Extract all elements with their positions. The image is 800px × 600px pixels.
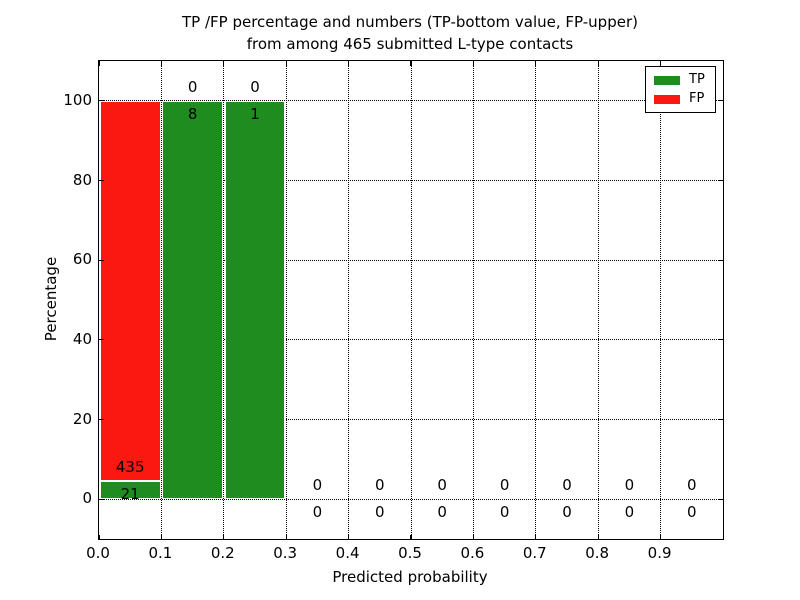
fp-count-label: 435 [115,457,145,476]
chart-title-line2: from among 465 submitted L-type contacts [246,35,574,53]
x-tick-mark-top [597,61,599,66]
fp-count-label: 0 [499,476,510,495]
x-tick-mark-top [472,61,474,66]
gridline-vertical [223,61,225,539]
y-tick-label: 60 [72,250,92,269]
x-tick-mark-bottom [535,534,537,539]
y-tick-label: 20 [72,409,92,428]
y-tick-mark-right [718,339,723,341]
tp-count-label: 8 [187,104,198,123]
fp-count-label: 0 [187,77,198,96]
x-tick-mark-bottom [597,534,599,539]
y-tick-label: 0 [82,489,92,508]
x-tick-mark-bottom [98,534,100,539]
x-tick-label: 0.1 [148,544,173,562]
gridline-horizontal [99,498,723,500]
gridline-vertical [597,61,599,539]
y-tick-mark-right [718,259,723,261]
tp-count-label: 0 [312,503,323,522]
x-tick-label: 0.5 [398,544,422,562]
bar-segment-fp [99,100,161,481]
x-tick-mark-bottom [223,534,225,539]
legend: TP FP [645,66,716,113]
gridline-vertical [535,61,537,539]
tp-count-label: 0 [562,503,572,522]
x-tick-mark-bottom [160,534,162,539]
x-tick-mark-bottom [348,534,350,539]
plot-area: 435 21 0 8 0 1 0 0 0 0 0 0 0 0 0 0 0 0 0 0 [98,60,724,540]
tp-count-label: 1 [250,104,260,123]
x-tick-label: 0.3 [273,544,298,562]
fp-count-label: 0 [687,476,697,495]
y-tick-mark-left [99,100,104,102]
x-axis-label: Predicted probability [332,568,488,586]
gridline-vertical [285,61,287,539]
y-tick-mark-left [99,339,104,341]
fp-count-label: 0 [562,476,572,495]
tp-count-label: 0 [375,503,385,522]
x-tick-label: 0.0 [86,544,110,562]
fp-count-label: 0 [437,476,447,495]
chart-title: TP /FP percentage and numbers (TP-bottom… [98,11,722,55]
y-tick-mark-left [99,498,104,500]
legend-swatch-fp-icon [654,94,680,104]
x-tick-label: 0.7 [522,544,547,562]
x-tick-label: 0.9 [647,544,672,562]
x-tick-label: 0.8 [585,544,610,562]
x-tick-mark-top [285,61,287,66]
legend-label-fp: FP [689,91,705,106]
y-tick-label: 80 [72,170,92,189]
y-tick-mark-right [718,179,723,182]
y-tick-mark-right [718,498,723,500]
x-tick-mark-top [535,61,537,66]
x-tick-mark-top [410,61,412,66]
x-tick-mark-bottom [660,534,662,539]
x-tick-label: 0.4 [335,544,360,562]
legend-swatch-tp-icon [654,75,680,85]
tp-count-label: 0 [437,503,447,522]
tp-count-label: 0 [687,503,697,522]
fp-count-label: 0 [312,476,323,495]
y-tick-mark-left [99,259,104,261]
y-axis-label: Percentage [42,256,60,342]
x-tick-mark-bottom [472,534,474,539]
x-tick-label: 0.6 [460,544,485,562]
fp-count-label: 0 [250,77,260,96]
legend-entry-fp: FP [654,92,715,106]
x-tick-mark-top [660,61,662,66]
x-tick-mark-top [348,61,350,66]
x-tick-mark-bottom [285,534,287,539]
y-tick-mark-right [718,418,723,421]
gridline-vertical [660,61,662,539]
gridline-vertical [348,61,350,539]
bar-segment-tp [99,480,161,500]
x-tick-mark-bottom [410,534,412,539]
x-tick-label: 0.2 [210,544,235,562]
bar-segment-tp [224,100,286,500]
x-tick-mark-top [98,61,100,66]
bar-segment-tp [162,100,223,500]
tp-count-label: 0 [624,503,635,522]
gridline-vertical [410,61,412,539]
tp-count-label: 21 [120,484,140,503]
x-tick-mark-top [223,61,225,66]
y-tick-label: 100 [63,90,92,109]
gridline-vertical [160,61,162,539]
y-tick-mark-left [99,179,104,182]
y-tick-mark-right [718,100,723,102]
legend-label-tp: TP [689,72,705,87]
gridline-vertical [472,61,474,539]
y-tick-label: 40 [72,329,92,348]
x-tick-mark-top [160,61,162,66]
chart-title-line1: TP /FP percentage and numbers (TP-bottom… [182,13,638,31]
legend-entry-tp: TP [654,73,715,87]
y-tick-mark-left [99,418,104,421]
tp-count-label: 0 [499,503,510,522]
fp-count-label: 0 [624,476,635,495]
fp-count-label: 0 [375,476,385,495]
